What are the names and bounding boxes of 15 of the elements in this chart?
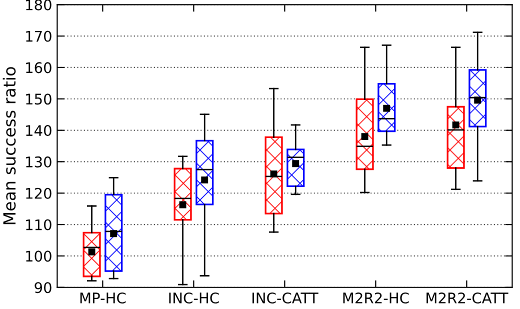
x-tick-label: MP-HC [80, 292, 126, 304]
y-tick-label: 90 [34, 282, 52, 294]
y-tick-label: 150 [26, 94, 52, 105]
y-tick-label: 170 [26, 30, 52, 42]
y-tick-label: 100 [26, 250, 52, 262]
y-tick-label: 110 [26, 219, 52, 230]
y-tick-label: 120 [26, 188, 52, 199]
x-tick-label: M2R2-HC [343, 292, 409, 304]
x-tick-label: M2R2-CATT [426, 292, 508, 304]
y-tick-label: 130 [26, 156, 52, 168]
x-tick-label: INC-HC [169, 292, 219, 304]
y-axis-title: Mean success ratio [2, 67, 16, 224]
y-tick-label: 140 [26, 125, 52, 136]
y-tick-label: 160 [26, 62, 52, 74]
x-tick-label: INC-CATT [252, 292, 318, 304]
